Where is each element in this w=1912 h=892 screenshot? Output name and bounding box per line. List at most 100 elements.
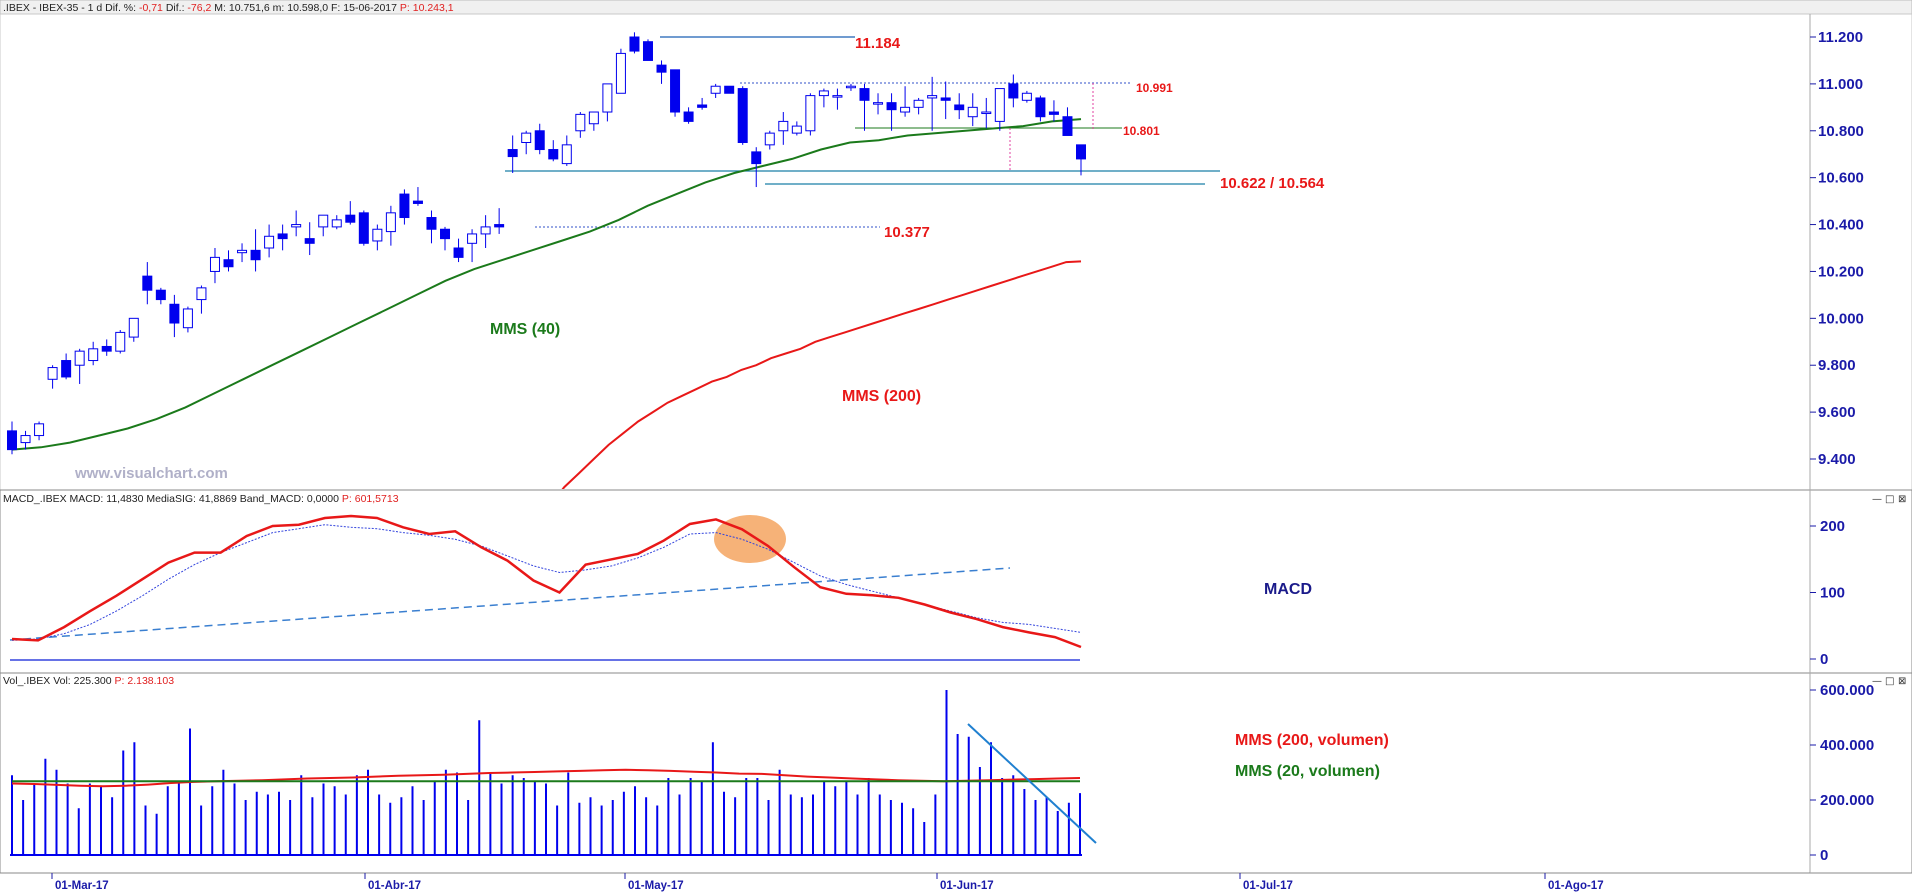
price-axis-label: 9.600: [1818, 404, 1856, 421]
candle-body: [304, 238, 315, 244]
candle-body: [791, 125, 802, 134]
candle: [440, 226, 451, 251]
candle: [981, 97, 992, 129]
minimize-icon[interactable]: —: [1872, 676, 1882, 687]
candle-body: [494, 224, 505, 228]
candle-body: [832, 95, 843, 98]
candle: [832, 88, 843, 110]
price-header-mid: M: 10.751,6 m: 10.598,0 F: 15-06-2017: [211, 2, 400, 14]
candle-body: [7, 430, 17, 451]
date-axis-label: 01-Abr-17: [368, 880, 421, 892]
price-axis-label: 9.800: [1818, 357, 1856, 374]
candle: [805, 93, 816, 136]
candle-body: [818, 90, 829, 97]
candle: [913, 97, 924, 115]
mms40-line-group: [11, 118, 1082, 451]
maximize-icon[interactable]: □: [1885, 676, 1894, 687]
candle-body: [873, 102, 884, 105]
candle-body: [331, 219, 342, 228]
candle: [575, 112, 586, 138]
macd-axis-label: 100: [1820, 585, 1845, 602]
macd-window-controls[interactable]: — □ ⊠: [1872, 494, 1906, 505]
candle: [480, 215, 491, 248]
volume-header-p: P: 2.138.103: [115, 675, 175, 687]
candle-body: [670, 69, 681, 113]
close-icon[interactable]: ⊠: [1898, 676, 1906, 687]
candle-body: [47, 367, 58, 380]
candle-body: [385, 212, 396, 233]
candle: [873, 93, 884, 115]
candle: [954, 93, 965, 120]
date-axis-label: 01-Jul-17: [1243, 880, 1293, 892]
candle: [453, 238, 464, 263]
candle: [20, 430, 31, 450]
candle-body: [940, 97, 951, 101]
candle: [764, 130, 775, 150]
candle: [345, 201, 356, 225]
candle: [142, 262, 153, 305]
candle: [7, 421, 17, 455]
candle-body: [697, 104, 708, 108]
candle: [47, 365, 58, 389]
candle: [548, 140, 559, 162]
candle: [399, 189, 410, 225]
volume-window-controls[interactable]: — □ ⊠: [1872, 676, 1906, 687]
minimize-icon[interactable]: —: [1872, 494, 1882, 505]
candle-body: [412, 200, 423, 204]
candle-body: [764, 132, 775, 146]
price-axis-label: 10.800: [1818, 123, 1864, 140]
annotation-range-mid: 10.801: [1123, 124, 1160, 138]
candle-body: [101, 345, 112, 352]
candle-body: [128, 317, 139, 338]
macd-header: MACD_.IBEX MACD: 11,4830 MediaSIG: 41,88…: [3, 493, 399, 505]
candle: [223, 250, 234, 272]
candle-body: [1048, 111, 1059, 115]
candle: [88, 341, 99, 366]
candles: [7, 32, 1086, 455]
candle: [209, 248, 220, 284]
candle: [561, 135, 572, 166]
candle: [318, 214, 329, 237]
panels: [0, 0, 1912, 874]
candle: [507, 135, 518, 173]
candle-body: [20, 435, 31, 444]
date-axis-label: 01-May-17: [628, 880, 684, 892]
price-header-p: P: 10.243,1: [400, 2, 454, 14]
maximize-icon[interactable]: □: [1885, 494, 1894, 505]
candle: [467, 229, 478, 263]
candle: [859, 83, 870, 131]
vol200-label: MMS (200, volumen): [1235, 732, 1389, 749]
candle: [697, 97, 708, 110]
price-header-pct: -0,71: [139, 2, 163, 14]
candle-body: [967, 106, 978, 118]
candle-body: [845, 85, 856, 89]
date-axis-label: 01-Ago-17: [1548, 880, 1604, 892]
candle: [1035, 95, 1046, 122]
candle-body: [115, 331, 126, 352]
mms200-line-group: [561, 260, 1082, 489]
date-axis: 01-Mar-17 01-Abr-17 01-May-17 01-Jun-17 01-J…: [51, 873, 1604, 892]
candle: [494, 208, 505, 234]
candle: [1076, 144, 1086, 176]
price-annotations: 11.184 10.991 10.801 10.622 / 10.564 10.…: [490, 35, 1325, 405]
candle-body: [277, 233, 288, 240]
candle-body: [507, 149, 518, 158]
macd-axis: 200 100 0: [1810, 518, 1845, 668]
macd-line: [11, 514, 1082, 649]
candle: [61, 353, 72, 380]
candle: [372, 224, 383, 251]
candle: [250, 229, 261, 272]
candle-body: [615, 52, 626, 94]
candle-body: [1021, 92, 1032, 101]
candle: [1062, 107, 1073, 136]
candle-body: [88, 348, 99, 362]
candle-body: [534, 130, 545, 151]
close-icon[interactable]: ⊠: [1898, 494, 1906, 505]
candle-body: [209, 256, 220, 272]
macd-axis-label: 0: [1820, 651, 1828, 668]
price-panel-frame: [0, 13, 1912, 491]
candle-body: [358, 212, 369, 244]
candle: [115, 330, 126, 354]
macd-trendline: [9, 567, 1011, 641]
candle: [277, 224, 288, 251]
